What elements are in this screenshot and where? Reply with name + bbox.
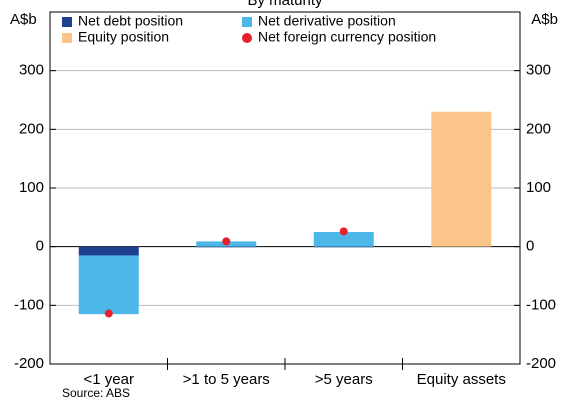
- y-tick-label: -200: [14, 355, 44, 372]
- y-tick-label: -100: [14, 296, 44, 313]
- x-tick-label: >5 years: [315, 371, 373, 388]
- legend-label: Net debt position: [78, 13, 183, 29]
- legend-label: Net foreign currency position: [258, 29, 436, 45]
- y-tick-label: 300: [19, 62, 44, 79]
- y2-tick-label: 300: [526, 62, 551, 79]
- dot: [222, 237, 231, 246]
- x-tick-label: Equity assets: [417, 371, 506, 388]
- legend-swatch: [62, 33, 72, 43]
- y2-tick-label: -200: [526, 355, 556, 372]
- y2-tick-label: -100: [526, 296, 556, 313]
- legend-swatch: [242, 33, 252, 43]
- dot: [339, 227, 348, 236]
- bar: [78, 255, 139, 315]
- x-tick-label: <1 year: [84, 371, 134, 388]
- legend-swatch: [242, 17, 252, 27]
- bar: [313, 232, 374, 247]
- legend-swatch: [62, 17, 72, 27]
- legend-label: Equity position: [78, 29, 169, 45]
- y2-tick-label: 200: [526, 120, 551, 137]
- y2-tick-label: 100: [526, 179, 551, 196]
- dot: [104, 309, 113, 318]
- bar: [313, 246, 374, 248]
- y2-axis-label: A$b: [531, 11, 558, 28]
- y-tick-label: 100: [19, 179, 44, 196]
- x-tick-label: >1 to 5 years: [183, 371, 270, 388]
- bar: [431, 111, 492, 247]
- y-axis-label: A$b: [10, 11, 37, 28]
- source: Source: ABS: [62, 386, 130, 400]
- legend-label: Net derivative position: [258, 13, 396, 29]
- bar: [78, 246, 139, 256]
- y-tick-label: 0: [36, 238, 44, 255]
- chart-title: By maturity: [247, 0, 323, 9]
- y-tick-label: 200: [19, 120, 44, 137]
- bar: [196, 246, 257, 248]
- y2-tick-label: 0: [526, 238, 534, 255]
